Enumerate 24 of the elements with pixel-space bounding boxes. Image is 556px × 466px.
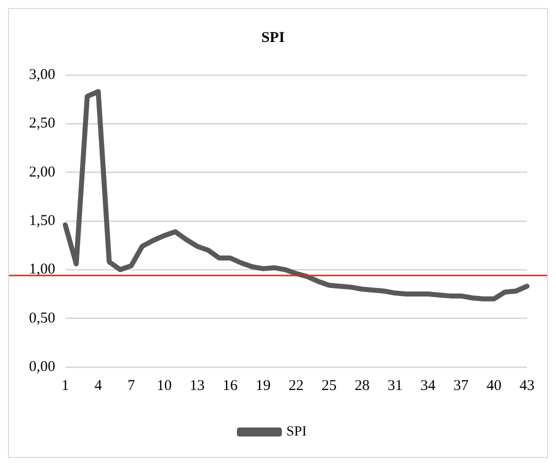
x-tick-label: 4 bbox=[94, 378, 102, 394]
x-tick-label: 34 bbox=[420, 378, 436, 394]
x-tick-label: 37 bbox=[454, 378, 470, 394]
y-tick-label: 1,50 bbox=[29, 212, 56, 229]
x-tick-label: 22 bbox=[288, 378, 304, 394]
x-tick-label: 25 bbox=[322, 378, 337, 394]
chart-title: SPI bbox=[261, 30, 285, 46]
x-tick-label: 1 bbox=[62, 378, 69, 394]
x-tick-label: 19 bbox=[256, 378, 271, 394]
y-tick-label: 2,50 bbox=[29, 116, 56, 132]
x-tick-label: 28 bbox=[354, 378, 370, 394]
x-tick-label: 13 bbox=[190, 378, 205, 394]
x-tick-label: 31 bbox=[388, 378, 403, 394]
x-tick-label: 7 bbox=[127, 378, 136, 394]
x-tick-label: 10 bbox=[156, 378, 172, 394]
x-tick-label: 40 bbox=[486, 378, 502, 394]
y-tick-label: 0,50 bbox=[29, 310, 56, 326]
x-tick-label: 43 bbox=[520, 378, 534, 394]
legend-label: SPI bbox=[286, 424, 307, 440]
y-tick-label: 0,00 bbox=[29, 358, 56, 375]
x-tick-label: 16 bbox=[222, 378, 238, 394]
y-tick-label: 2,00 bbox=[29, 164, 56, 180]
y-tick-label: 1,00 bbox=[29, 262, 56, 278]
y-tick-label: 3,00 bbox=[29, 66, 56, 83]
